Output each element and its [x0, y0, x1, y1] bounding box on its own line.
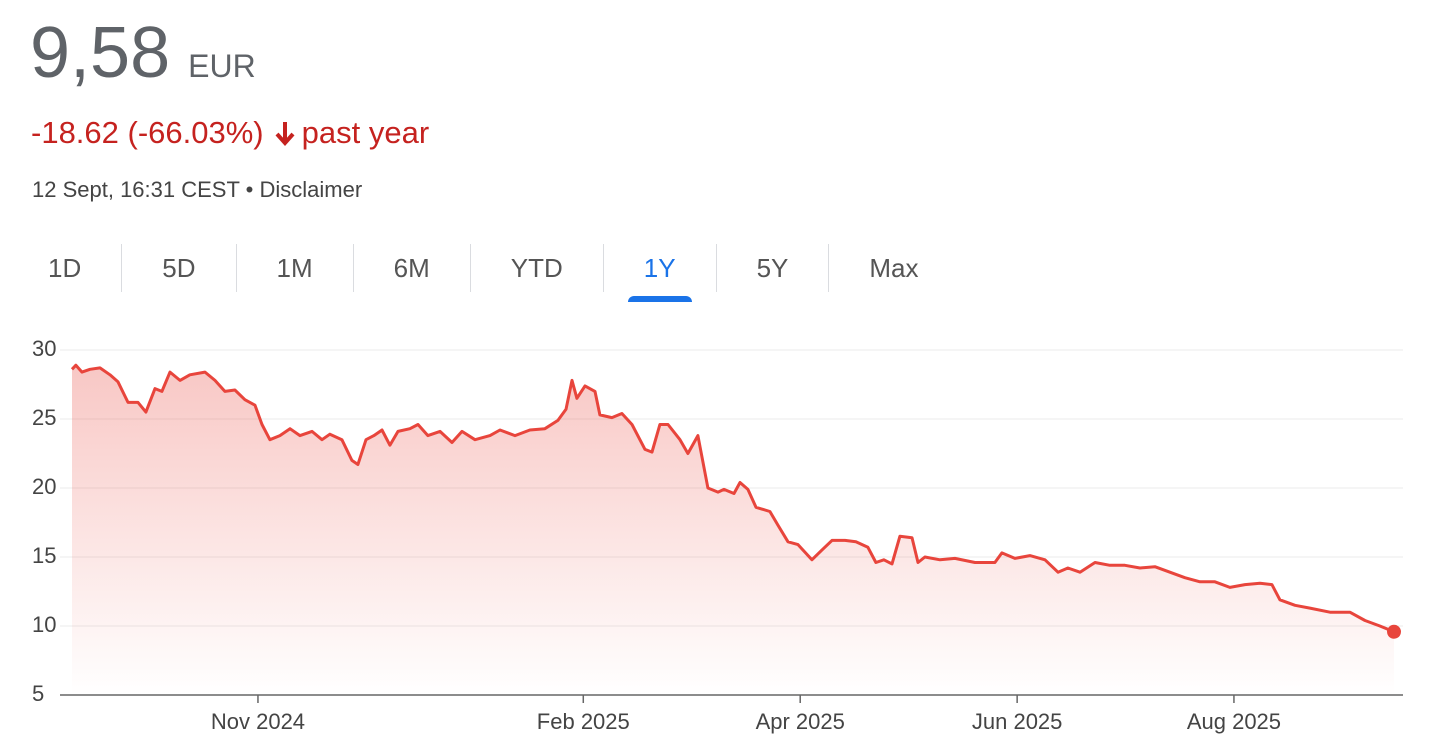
x-tick-label: Apr 2025	[756, 709, 845, 734]
range-tab[interactable]: Max	[828, 244, 958, 292]
price-line	[70, 363, 1395, 634]
timestamp: 12 Sept, 16:31 CEST	[32, 177, 240, 202]
x-tick-label: Jun 2025	[972, 709, 1063, 734]
range-tab[interactable]: 1Y	[602, 244, 716, 302]
currency: EUR	[188, 48, 256, 84]
x-tick-label: Feb 2025	[537, 709, 630, 734]
y-tick-label: 15	[32, 543, 56, 568]
x-tick-label: Aug 2025	[1187, 709, 1281, 734]
timestamp-line: 12 Sept, 16:31 CEST • Disclaimer	[32, 177, 362, 203]
separator: •	[245, 177, 254, 202]
range-tab[interactable]: YTD	[469, 244, 603, 292]
disclaimer[interactable]: Disclaimer	[259, 177, 363, 202]
change: -18.62 (-66.03%)	[31, 115, 264, 150]
y-tick-label: 25	[32, 405, 56, 430]
last-point	[1387, 624, 1401, 639]
period: past year	[301, 115, 430, 150]
range-tabs: 1D 5D 1M 6M YTD 1Y 5Y Max	[8, 244, 959, 302]
price-area	[72, 365, 1394, 695]
change-line: -18.62 (-66.03%) past year	[31, 115, 429, 151]
y-tick-label: 20	[32, 474, 56, 499]
range-tab[interactable]: 6M	[352, 244, 470, 292]
range-tab[interactable]: 1M	[235, 244, 353, 292]
down-arrow	[275, 122, 295, 146]
y-tick-label: 10	[32, 612, 56, 637]
range-tab[interactable]: 5Y	[715, 244, 829, 292]
y-tick-label: 5	[32, 681, 44, 706]
x-tick-label: Nov 2024	[211, 709, 305, 734]
range-tab[interactable]: 5D	[121, 244, 235, 292]
range-tab[interactable]: 1D	[48, 252, 82, 283]
y-tick-label: 30	[32, 336, 56, 361]
price-block: 9,58 EUR	[30, 12, 256, 94]
price: 9,58	[30, 13, 171, 93]
